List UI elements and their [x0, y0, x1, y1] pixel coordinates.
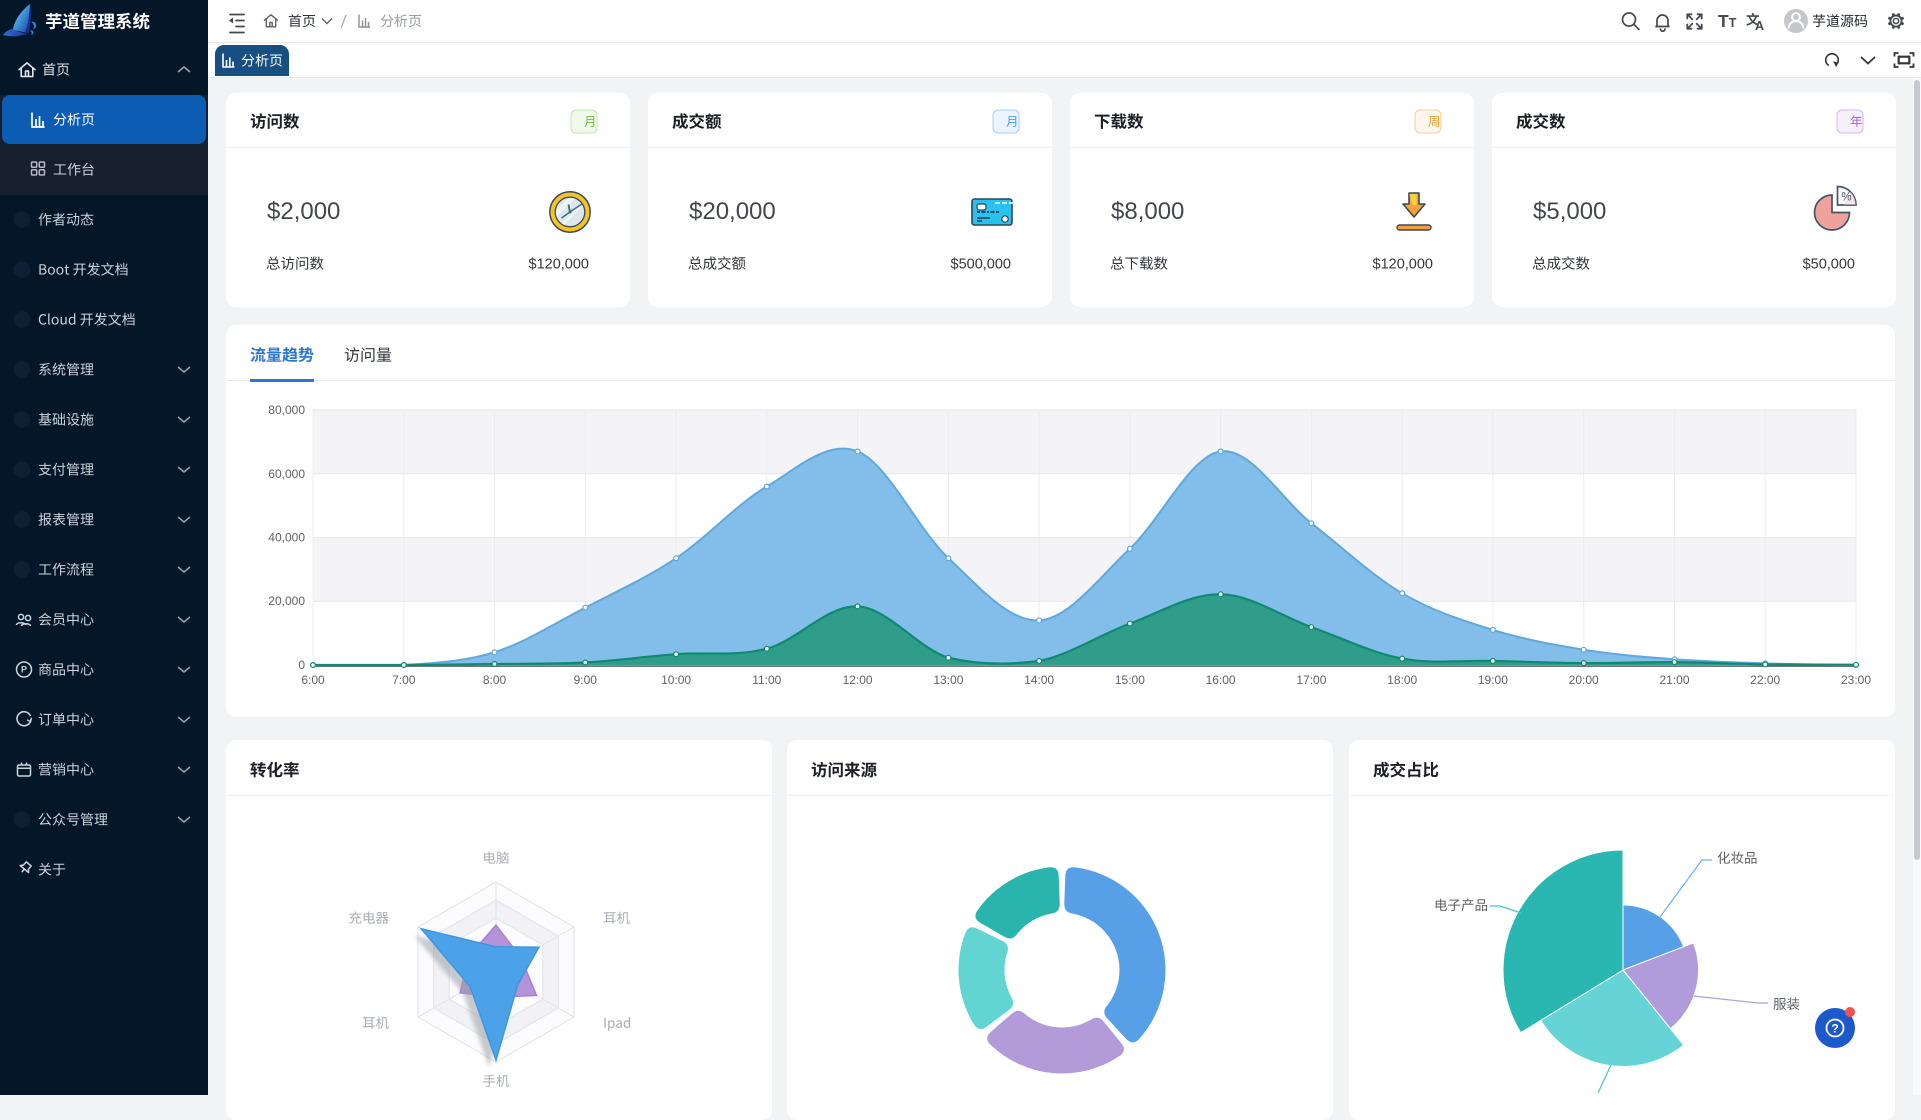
svg-text:80,000: 80,000: [268, 403, 305, 417]
svg-text:23:00: 23:00: [1841, 673, 1871, 687]
svg-text:$120,000: $120,000: [529, 257, 589, 273]
svg-text:8:00: 8:00: [483, 673, 507, 687]
svg-text:$120,000: $120,000: [1373, 257, 1433, 273]
svg-text:11:00: 11:00: [752, 673, 781, 687]
svg-text:$50,000: $50,000: [1803, 257, 1855, 273]
svg-text:18:00: 18:00: [1387, 673, 1417, 687]
svg-text:$20,000: $20,000: [689, 198, 776, 225]
svg-text:60,000: 60,000: [268, 467, 305, 481]
svg-text:A: A: [1755, 19, 1764, 33]
svg-text:$2,000: $2,000: [267, 198, 340, 225]
svg-text:21:00: 21:00: [1659, 673, 1689, 687]
svg-text:P: P: [21, 665, 27, 675]
svg-text:%: %: [1841, 192, 1851, 204]
svg-text:19:00: 19:00: [1478, 673, 1508, 687]
svg-text:12:00: 12:00: [843, 673, 873, 687]
svg-text:$500,000: $500,000: [951, 257, 1011, 273]
svg-text:?: ?: [1831, 1022, 1838, 1036]
svg-text:10:00: 10:00: [661, 673, 691, 687]
svg-text:$5,000: $5,000: [1533, 198, 1606, 225]
svg-text:6:00: 6:00: [301, 673, 325, 687]
svg-text:14:00: 14:00: [1024, 673, 1054, 687]
svg-text:16:00: 16:00: [1206, 673, 1236, 687]
svg-text:40,000: 40,000: [268, 531, 305, 545]
svg-text:15:00: 15:00: [1115, 673, 1145, 687]
svg-text:9:00: 9:00: [574, 673, 598, 687]
svg-text:20:00: 20:00: [1569, 673, 1599, 687]
svg-text:20,000: 20,000: [268, 594, 305, 608]
svg-text:22:00: 22:00: [1750, 673, 1780, 687]
svg-text:0: 0: [298, 658, 305, 672]
svg-text:TT: TT: [1718, 11, 1737, 31]
svg-text:17:00: 17:00: [1296, 673, 1326, 687]
svg-text:7:00: 7:00: [392, 673, 416, 687]
svg-text:$8,000: $8,000: [1111, 198, 1184, 225]
svg-text:13:00: 13:00: [933, 673, 963, 687]
